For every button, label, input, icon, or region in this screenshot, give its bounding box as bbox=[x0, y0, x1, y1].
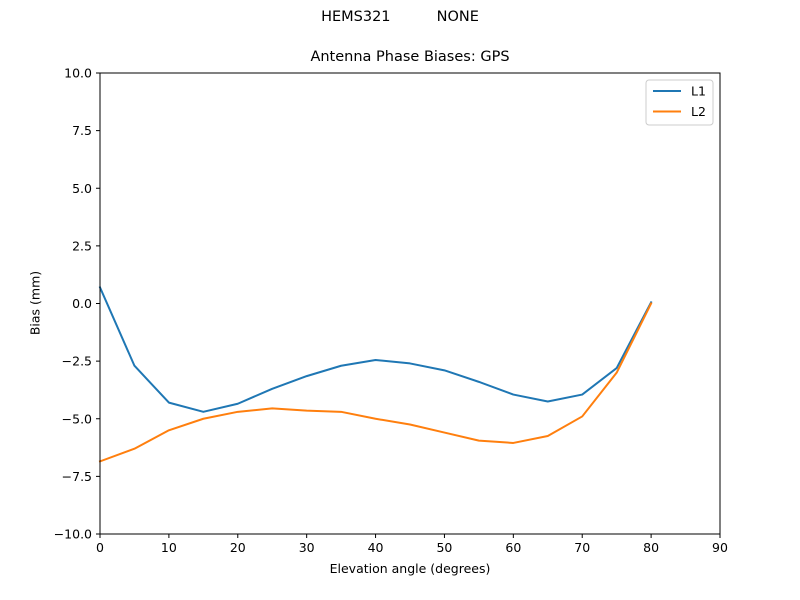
chart-suptitle: HEMS321 NONE bbox=[321, 9, 479, 25]
legend-label-l2: L2 bbox=[691, 104, 706, 119]
x-axis-label: Elevation angle (degrees) bbox=[329, 561, 491, 576]
x-tick-label: 30 bbox=[299, 540, 315, 555]
x-tick-label: 50 bbox=[436, 540, 452, 555]
series-layer bbox=[98, 286, 653, 463]
x-tick-label: 0 bbox=[96, 540, 104, 555]
series-line-l2 bbox=[98, 302, 653, 463]
series-line-l1 bbox=[98, 286, 653, 413]
x-axis-ticks: 0 10 20 30 40 50 60 70 80 90 bbox=[96, 534, 728, 555]
x-tick-label: 60 bbox=[505, 540, 521, 555]
y-tick-label: −7.5 bbox=[62, 469, 92, 484]
x-tick-label: 10 bbox=[161, 540, 177, 555]
x-tick-label: 40 bbox=[368, 540, 384, 555]
chart-title: Antenna Phase Biases: GPS bbox=[310, 49, 510, 65]
y-tick-label: 0.0 bbox=[72, 296, 92, 311]
axes-frame bbox=[99, 72, 721, 535]
y-tick-label: −10.0 bbox=[54, 527, 92, 542]
y-tick-label: 10.0 bbox=[64, 66, 92, 81]
legend-label-l1: L1 bbox=[691, 84, 706, 99]
x-tick-label: 90 bbox=[712, 540, 728, 555]
y-tick-label: 2.5 bbox=[72, 238, 92, 253]
x-tick-label: 80 bbox=[643, 540, 659, 555]
y-tick-label: −2.5 bbox=[62, 354, 92, 369]
x-tick-label: 70 bbox=[574, 540, 590, 555]
y-axis-ticks: −10.0 −7.5 −5.0 −2.5 0.0 2.5 5.0 7.5 10.0 bbox=[54, 66, 100, 542]
y-tick-label: 5.0 bbox=[72, 181, 92, 196]
x-tick-label: 20 bbox=[230, 540, 246, 555]
y-tick-label: 7.5 bbox=[72, 123, 92, 138]
y-tick-label: −5.0 bbox=[62, 411, 92, 426]
